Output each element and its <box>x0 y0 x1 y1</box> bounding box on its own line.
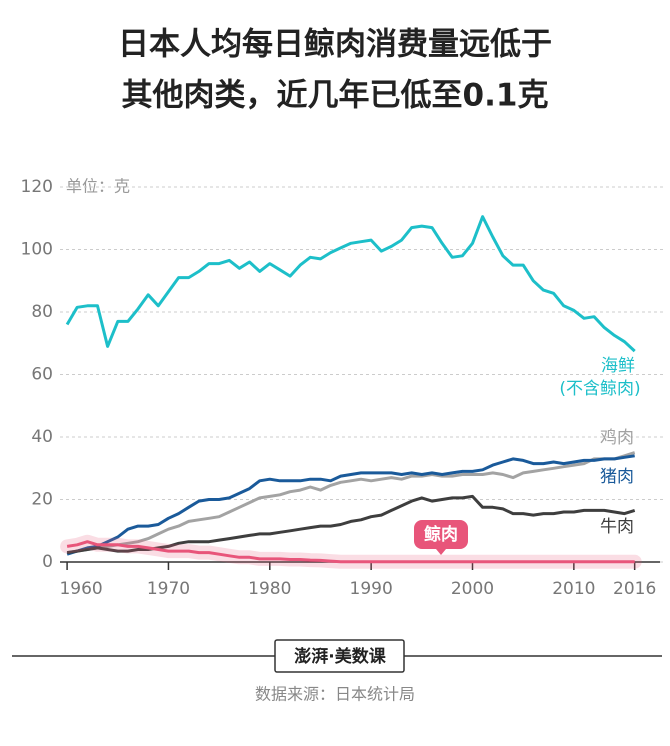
line <box>66 451 636 555</box>
source: 数据来源：日本统计局 <box>255 685 415 704</box>
legend-badge-pointer <box>436 549 446 555</box>
y-tick-label: 120 <box>21 177 53 197</box>
legend-label: 鲸肉 <box>424 524 458 545</box>
unit-label: 单位：克 <box>66 177 130 196</box>
x-tick-label: 2016 <box>613 579 656 599</box>
line-glow <box>60 534 642 569</box>
x-tick-label: 1960 <box>59 579 102 599</box>
line <box>65 215 636 353</box>
x-tick-label: 1970 <box>147 579 190 599</box>
x-tick-label: 1980 <box>248 579 291 599</box>
x-tick-label: 2000 <box>451 579 494 599</box>
legend-label: 牛肉 <box>600 517 634 537</box>
legend-badge <box>414 520 468 549</box>
line <box>66 494 636 555</box>
logo: 澎湃·美数课 <box>294 646 386 667</box>
legend-label: 海鲜 <box>601 356 635 376</box>
y-tick-label: 80 <box>31 302 53 322</box>
x-tick-label: 2010 <box>552 579 595 599</box>
x-tick-label: 1990 <box>350 579 393 599</box>
chart-title: 日本人均每日鲸肉消费量远低于 <box>118 27 552 63</box>
line <box>66 540 635 564</box>
legend-note: (不含鲸肉) <box>559 379 640 399</box>
y-tick-label: 100 <box>21 240 53 260</box>
y-tick-label: 60 <box>31 365 53 385</box>
line <box>66 454 635 556</box>
legend-label: 鸡肉 <box>600 428 634 448</box>
legend-label: 猪肉 <box>600 467 634 487</box>
y-tick-label: 40 <box>31 427 53 447</box>
y-tick-label: 20 <box>31 490 53 510</box>
y-tick-label: 0 <box>42 552 53 572</box>
logo-box <box>274 639 405 673</box>
chart-title: 其他肉类，近几年已低至0.1克 <box>122 78 549 114</box>
